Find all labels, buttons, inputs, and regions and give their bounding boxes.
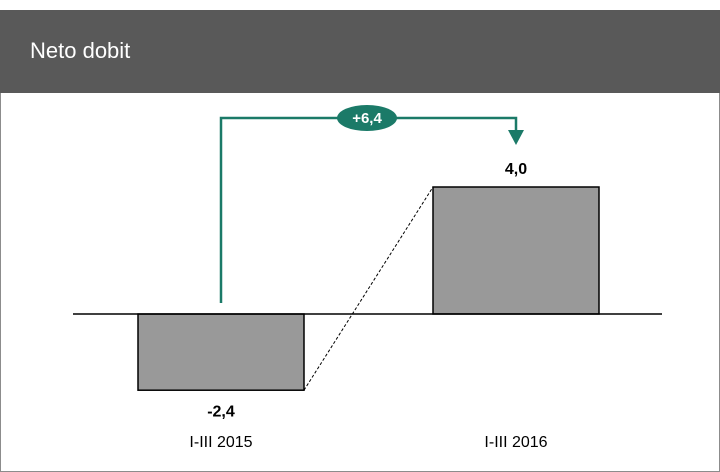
arrow-head (508, 130, 524, 145)
header (0, 10, 720, 93)
x-tick-label: I-III 2015 (189, 434, 252, 451)
annotation-badge (337, 105, 397, 131)
value-label: 4,0 (505, 161, 527, 178)
bar (432, 186, 600, 315)
bar (137, 313, 305, 391)
x-tick-label: I-III 2016 (484, 434, 547, 451)
value-label: -2,4 (207, 403, 235, 420)
chart-title: Neto dobit (30, 38, 130, 63)
connector (303, 186, 434, 391)
annotation: +6,4 (352, 110, 382, 127)
